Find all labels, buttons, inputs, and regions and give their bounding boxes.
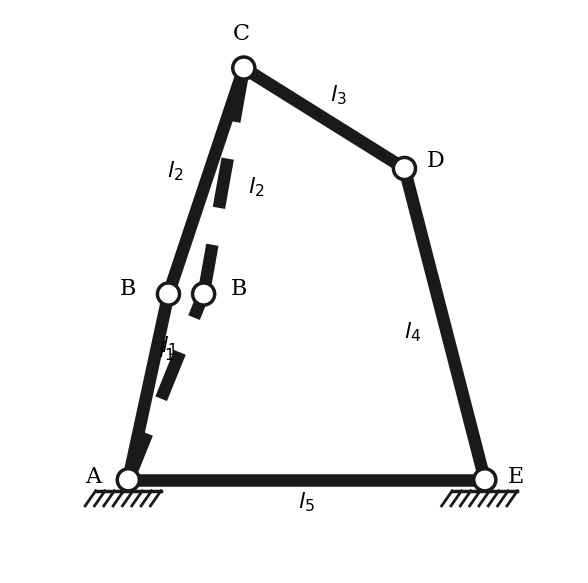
Text: $l_4$: $l_4$ — [405, 321, 422, 344]
Circle shape — [193, 283, 215, 305]
Text: C: C — [233, 23, 250, 45]
Circle shape — [233, 57, 255, 79]
Text: $l_1$: $l_1$ — [158, 339, 174, 363]
Text: B: B — [119, 278, 136, 300]
Text: $l_2$: $l_2$ — [248, 175, 264, 199]
Circle shape — [158, 283, 179, 305]
Circle shape — [393, 157, 416, 180]
Text: A: A — [85, 466, 101, 489]
Text: $l_3$: $l_3$ — [330, 83, 347, 107]
Text: D: D — [427, 150, 445, 172]
Circle shape — [474, 469, 496, 491]
Circle shape — [117, 469, 139, 491]
Text: $l_2$: $l_2$ — [167, 159, 183, 182]
Text: B: B — [231, 278, 248, 300]
Text: $l_5$: $l_5$ — [298, 490, 315, 514]
Text: E: E — [507, 466, 524, 489]
Text: $l_1$: $l_1$ — [161, 334, 178, 358]
